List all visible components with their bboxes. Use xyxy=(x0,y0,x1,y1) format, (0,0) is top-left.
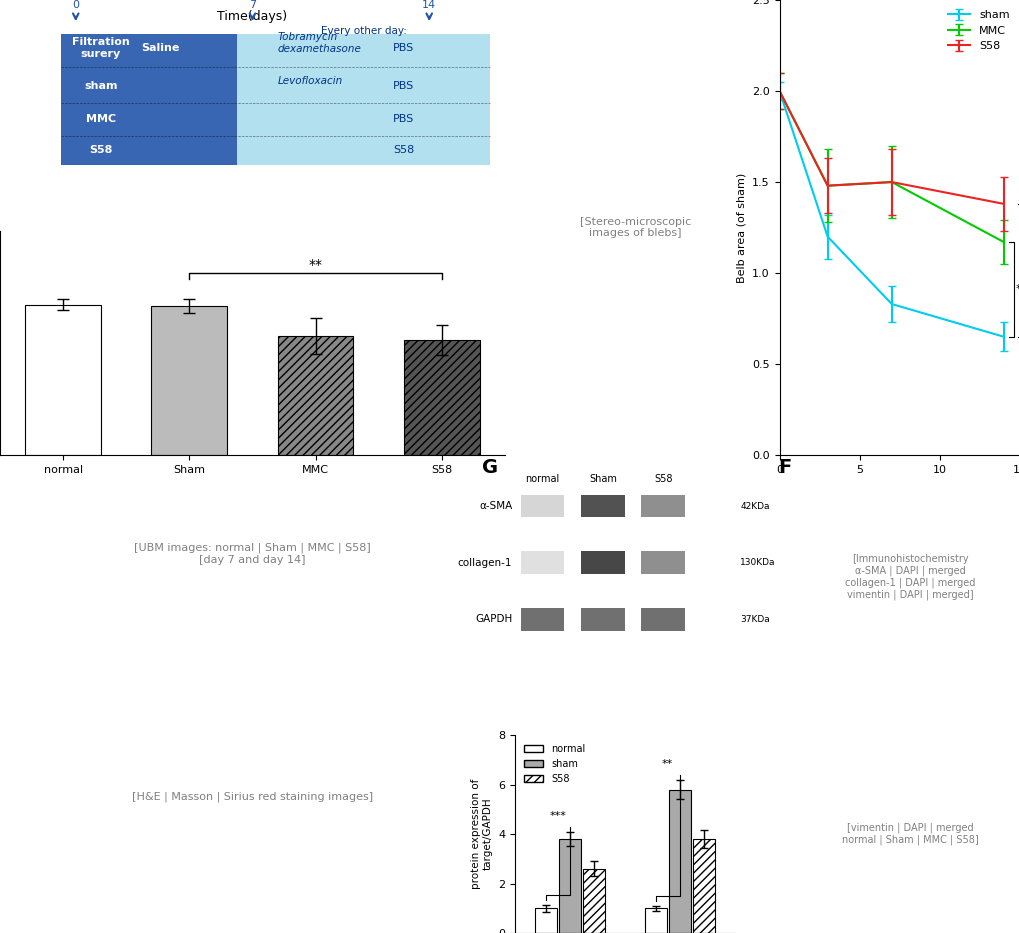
Text: normal: normal xyxy=(525,474,559,483)
Text: **: ** xyxy=(309,258,322,272)
Text: 14: 14 xyxy=(422,0,436,10)
Text: ***: *** xyxy=(549,811,566,821)
Bar xyxy=(641,494,685,518)
Text: Tobramycin
dexamethasone: Tobramycin dexamethasone xyxy=(277,33,362,54)
Text: Levofloxacin: Levofloxacin xyxy=(277,76,342,86)
Text: S58: S58 xyxy=(653,474,672,483)
Bar xyxy=(520,551,564,574)
Text: [vimentin | DAPI | merged
normal | Sham | MMC | S58]: [vimentin | DAPI | merged normal | Sham … xyxy=(841,823,977,845)
Text: 0: 0 xyxy=(72,0,79,10)
Text: [UBM images: normal | Sham | MMC | S58]
[day 7 and day 14]: [UBM images: normal | Sham | MMC | S58] … xyxy=(133,542,371,564)
Bar xyxy=(404,341,479,455)
Bar xyxy=(237,35,489,165)
Legend: normal, sham, S58: normal, sham, S58 xyxy=(520,740,589,787)
Text: GAPDH: GAPDH xyxy=(475,614,512,624)
Text: [Immunohistochemistry
α-SMA | DAPI | merged
collagen-1 | DAPI | merged
vimentin : [Immunohistochemistry α-SMA | DAPI | mer… xyxy=(844,553,974,600)
Text: Sham: Sham xyxy=(588,474,616,483)
Bar xyxy=(25,304,101,455)
Text: 37KDa: 37KDa xyxy=(740,615,769,624)
Text: 7: 7 xyxy=(249,0,256,10)
Bar xyxy=(558,839,581,933)
Y-axis label: Belb area (of sham): Belb area (of sham) xyxy=(736,173,746,283)
Text: Time(days): Time(days) xyxy=(217,10,287,23)
Text: Filtration
surery: Filtration surery xyxy=(72,37,129,59)
Y-axis label: protein expression of
target/GAPDH: protein expression of target/GAPDH xyxy=(471,779,492,889)
Bar xyxy=(534,908,556,933)
Text: **: ** xyxy=(1014,285,1019,295)
Text: PBS: PBS xyxy=(393,81,414,91)
Bar xyxy=(581,608,625,631)
Text: α-SMA: α-SMA xyxy=(479,501,512,511)
Text: [Stereo-microscopic
images of blebs]: [Stereo-microscopic images of blebs] xyxy=(579,216,690,238)
Bar xyxy=(277,336,354,455)
Text: **: ** xyxy=(661,759,673,770)
Text: collagen-1: collagen-1 xyxy=(458,558,512,567)
Bar xyxy=(60,35,237,165)
Bar xyxy=(581,551,625,574)
Text: 130KDa: 130KDa xyxy=(740,558,774,567)
Text: S58: S58 xyxy=(90,145,112,155)
Text: G: G xyxy=(482,458,497,477)
Bar xyxy=(520,608,564,631)
Text: PBS: PBS xyxy=(393,43,414,53)
Text: [H&E | Masson | Sirius red staining images]: [H&E | Masson | Sirius red staining imag… xyxy=(131,792,373,802)
Bar xyxy=(668,789,690,933)
Text: S58: S58 xyxy=(393,145,414,155)
Text: sham: sham xyxy=(85,81,117,91)
Legend: sham, MMC, S58: sham, MMC, S58 xyxy=(943,6,1014,56)
Bar xyxy=(581,494,625,518)
Text: MMC: MMC xyxy=(86,114,116,124)
Text: PBS: PBS xyxy=(393,114,414,124)
Bar xyxy=(152,306,227,455)
Bar xyxy=(644,908,665,933)
Bar xyxy=(641,551,685,574)
Bar xyxy=(692,839,714,933)
Bar xyxy=(583,869,604,933)
Text: 42KDa: 42KDa xyxy=(740,502,768,510)
Text: F: F xyxy=(777,458,791,477)
Text: Every other day:: Every other day: xyxy=(320,26,407,36)
Bar xyxy=(520,494,564,518)
Bar xyxy=(641,608,685,631)
Text: Saline: Saline xyxy=(142,43,179,53)
